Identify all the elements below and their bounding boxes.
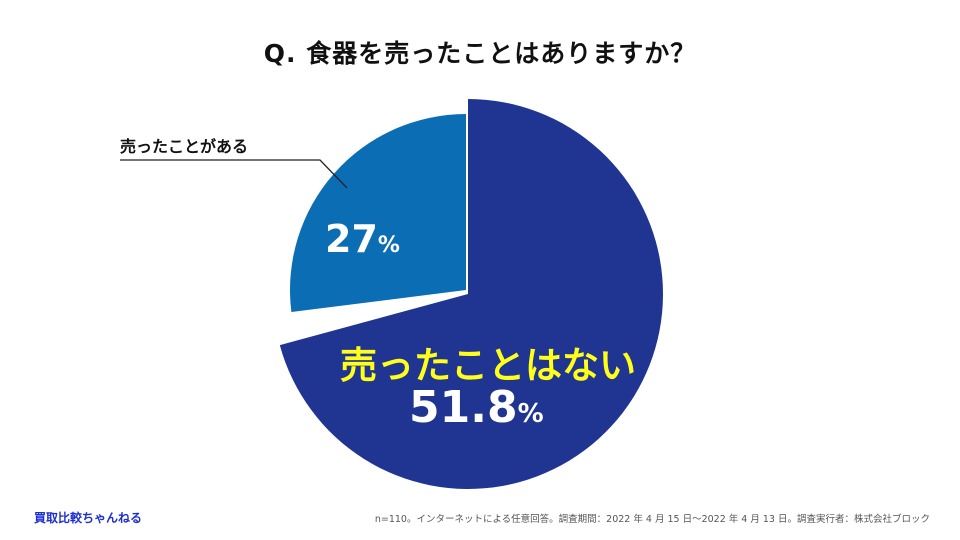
slice-value-not-sold: 51.8% xyxy=(409,382,544,433)
pie-slice-sold xyxy=(290,114,466,313)
leader-line xyxy=(120,159,348,189)
slice-value-sold-number: 27 xyxy=(325,217,378,261)
pie-slice-not-sold xyxy=(279,99,663,489)
slice-value-not-sold-unit: % xyxy=(518,399,544,429)
brand-logo-text: 買取比較ちゃんねる xyxy=(34,511,143,525)
slice-value-sold: 27% xyxy=(325,217,400,261)
slice-value-not-sold-number: 51.8 xyxy=(409,382,518,433)
slice-value-sold-unit: % xyxy=(378,233,400,258)
chart-title: Q. 食器を売ったことはありますか？ xyxy=(263,39,697,68)
pie-slices xyxy=(279,99,663,489)
survey-footnote: n=110。インターネットによる任意回答。調査期間：2022 年 4 月 15 … xyxy=(374,514,930,525)
slice-label-not-sold: 売ったことはない xyxy=(340,344,636,387)
slice-label-sold: 売ったことがある xyxy=(120,137,248,156)
